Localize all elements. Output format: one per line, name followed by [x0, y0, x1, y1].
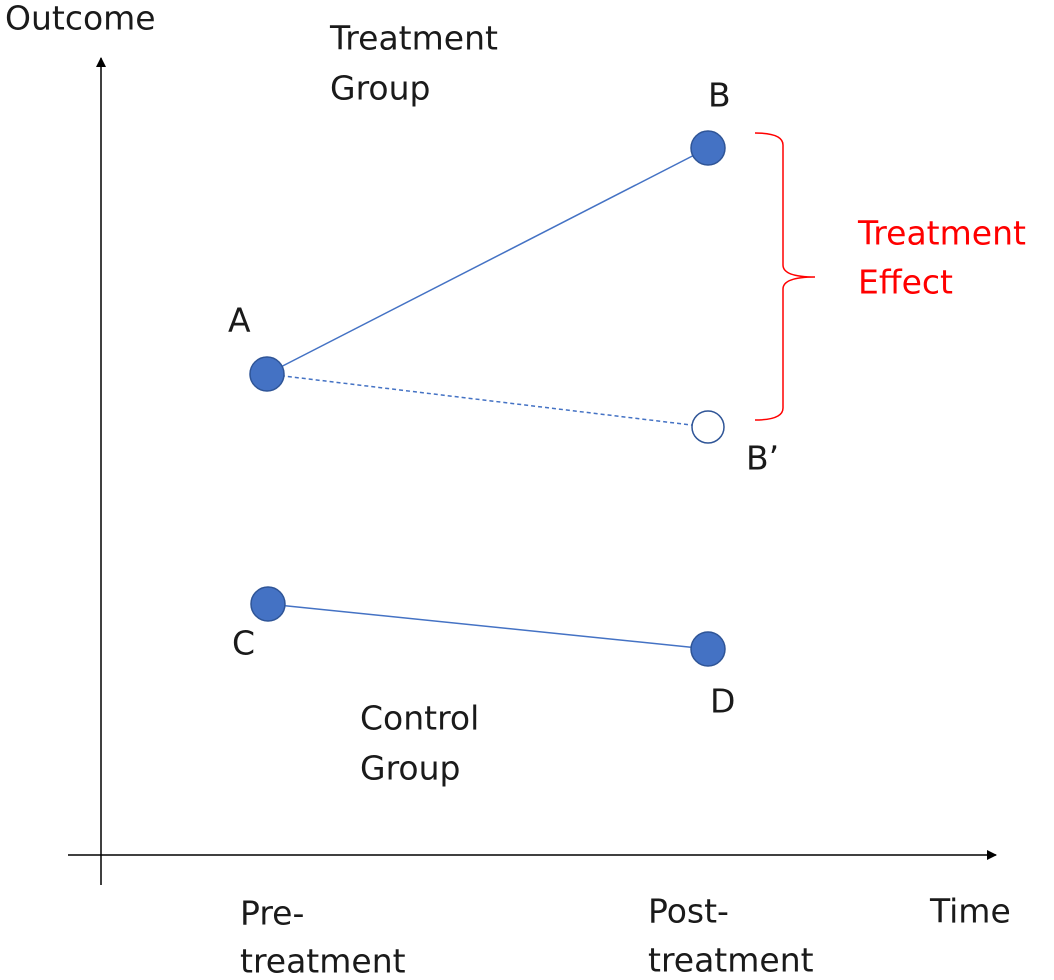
point-b-prime: [691, 410, 725, 444]
x-axis-label: Time: [929, 892, 1011, 931]
point-label: D: [710, 682, 735, 721]
point-label: C: [232, 624, 255, 663]
y-axis-label: Outcome: [5, 0, 156, 38]
effect-label: Effect: [858, 263, 953, 302]
control-group-label: Group: [360, 749, 460, 788]
control-group-label: Control: [360, 699, 479, 738]
point-b: [690, 130, 726, 166]
treatment-group-label: Group: [330, 69, 430, 108]
treatment-group-label: Treatment: [329, 19, 498, 58]
time-label: Post-: [648, 892, 729, 931]
counterfactual-line: [266, 373, 709, 428]
point-a: [249, 356, 285, 392]
time-label: treatment: [240, 942, 406, 980]
effect-brace: [754, 132, 816, 421]
control-line: [267, 603, 709, 650]
point-label: A: [228, 301, 251, 340]
point-d: [690, 631, 726, 667]
effect-label: Treatment: [857, 214, 1026, 253]
point-label: B’: [746, 439, 779, 478]
time-label: treatment: [648, 941, 814, 980]
time-label: Pre-: [240, 894, 304, 933]
treatment-line: [266, 147, 709, 375]
point-label: B: [708, 76, 731, 115]
point-c: [250, 586, 286, 622]
